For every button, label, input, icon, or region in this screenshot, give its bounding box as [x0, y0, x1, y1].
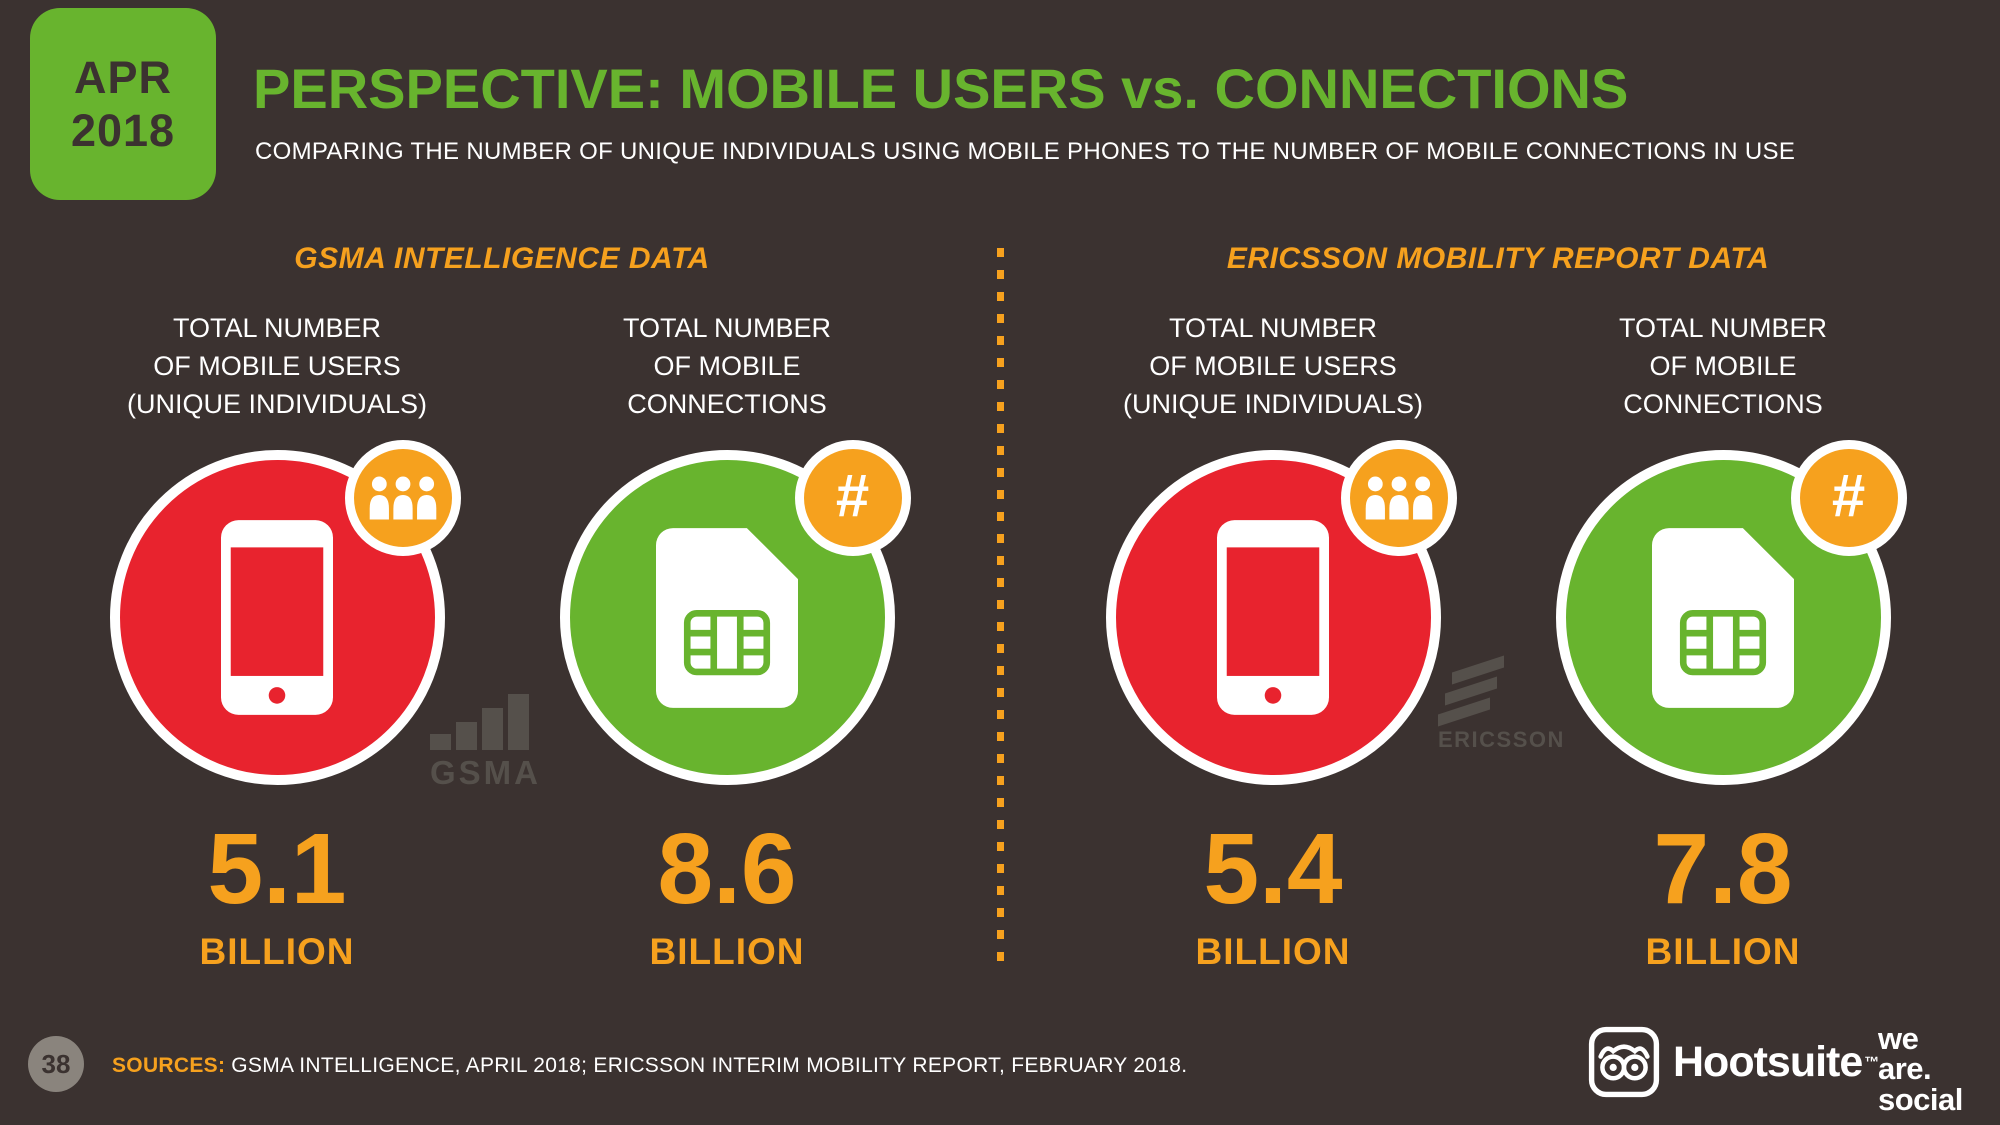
ericsson-logo: ERICSSON: [1438, 655, 1565, 753]
sources-label: SOURCES:: [112, 1054, 226, 1077]
ericsson-users-label: TOTAL NUMBER OF MOBILE USERS (UNIQUE IND…: [1122, 313, 1424, 419]
gsma-users-column: TOTAL NUMBER OF MOBILE USERS (UNIQUE IND…: [52, 310, 502, 973]
ericsson-users-column: TOTAL NUMBER OF MOBILE USERS (UNIQUE IND…: [1048, 310, 1498, 973]
gsma-logo-text: GSMA: [430, 754, 541, 791]
gsma-connections-column: TOTAL NUMBER OF MOBILE CONNECTIONS: [502, 310, 952, 973]
sources-text: GSMA INTELLIGENCE, APRIL 2018; ERICSSON …: [231, 1054, 1188, 1077]
hash-badge: #: [1790, 440, 1907, 556]
people-badge: [1340, 440, 1457, 556]
hootsuite-owl-icon: [1588, 1026, 1660, 1098]
ericsson-connections-value: 7.8: [1653, 813, 1793, 925]
sim-card-icon: [656, 527, 798, 708]
ericsson-users-unit: BILLION: [1195, 931, 1351, 972]
gsma-connections-label: TOTAL NUMBER OF MOBILE CONNECTIONS: [622, 313, 832, 419]
gsma-section-heading: GSMA INTELLIGENCE DATA: [294, 242, 710, 275]
page-subtitle: COMPARING THE NUMBER OF UNIQUE INDIVIDUA…: [255, 138, 1796, 165]
gsma-connections-unit: BILLION: [649, 931, 805, 972]
date-month: APR: [73, 51, 172, 103]
date-year: 2018: [70, 105, 176, 156]
date-badge: APR 2018: [30, 8, 216, 200]
people-icon: [1365, 476, 1432, 520]
page-number: 38: [41, 1048, 71, 1079]
dotted-divider: [997, 248, 1004, 966]
hash-badge: #: [794, 440, 911, 556]
gsma-users-value: 5.1: [207, 813, 347, 925]
ericsson-connections-unit: BILLION: [1645, 931, 1801, 972]
section-ericsson: ERICSSON MOBILITY REPORT DATA TOTAL NUMB…: [1048, 242, 1948, 973]
section-gsma: GSMA INTELLIGENCE DATA TOTAL NUMBER OF M…: [52, 242, 952, 973]
ericsson-connections-label: TOTAL NUMBER OF MOBILE CONNECTIONS: [1618, 313, 1828, 419]
hootsuite-wordmark: Hootsuite: [1673, 1037, 1863, 1086]
gsma-connections-value: 8.6: [657, 813, 797, 925]
ericsson-users-value: 5.4: [1203, 813, 1343, 925]
hash-icon: #: [1831, 461, 1866, 529]
sources-line: SOURCES: GSMA INTELLIGENCE, APRIL 2018; E…: [112, 1054, 1187, 1078]
mobile-phone-icon: [1217, 520, 1329, 715]
gsma-users-unit: BILLION: [199, 931, 355, 972]
ericsson-beams-icon: [1438, 655, 1565, 727]
ericsson-section-heading: ERICSSON MOBILITY REPORT DATA: [1226, 242, 1770, 275]
gsma-users-label: TOTAL NUMBER OF MOBILE USERS (UNIQUE IND…: [126, 313, 428, 419]
sim-card-icon: [1652, 527, 1794, 708]
page-number-badge: 38: [28, 1036, 84, 1092]
wearesocial-line-1: we: [1878, 1021, 1919, 1056]
wearesocial-line-3: social: [1878, 1081, 1963, 1117]
wearesocial-line-2: are.: [1878, 1051, 1932, 1087]
gsma-bars-icon: [430, 694, 541, 750]
people-icon: [369, 476, 436, 520]
hootsuite-trademark: ™: [1864, 1053, 1880, 1071]
people-badge: [344, 440, 461, 556]
page-title: PERSPECTIVE: MOBILE USERS vs. CONNECTION…: [253, 57, 1629, 120]
hootsuite-logo: Hootsuite ™: [1588, 1026, 1879, 1098]
ericsson-logo-text: ERICSSON: [1438, 727, 1565, 752]
hash-icon: #: [835, 461, 870, 529]
gsma-logo: GSMA: [430, 694, 541, 792]
ericsson-connections-column: TOTAL NUMBER OF MOBILE CONNECTIONS: [1498, 310, 1948, 973]
wearesocial-logo: we are. social: [1878, 1021, 1963, 1117]
mobile-phone-icon: [221, 520, 333, 715]
